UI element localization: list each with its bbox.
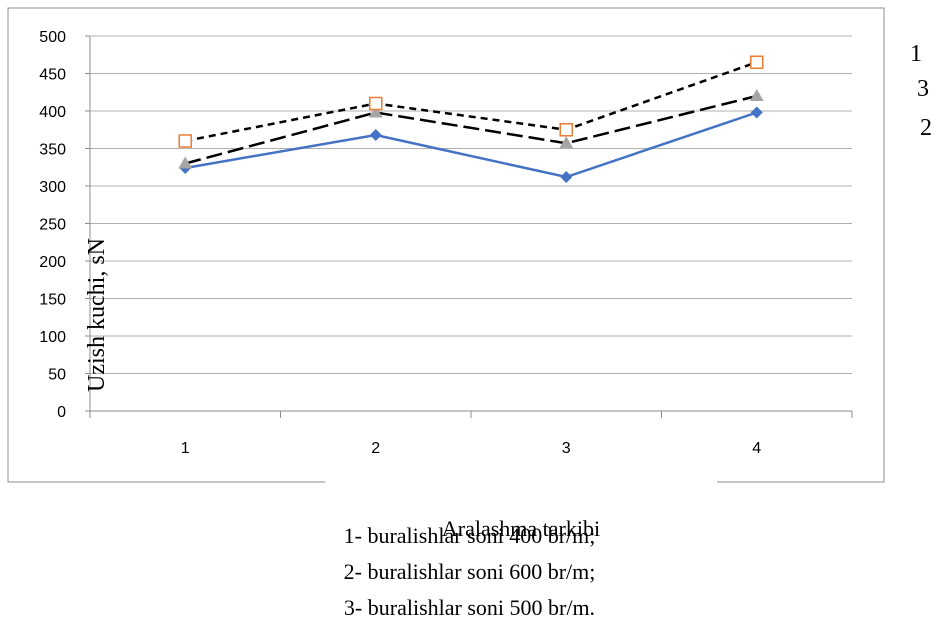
y-tick-label: 50 [48, 367, 66, 384]
series-point-2 [750, 106, 763, 119]
note-line: 3- buralishlar soni 500 br/m. [343, 595, 596, 620]
series-point-1 [559, 123, 573, 137]
series-point-1 [750, 55, 764, 69]
x-tick-label: 3 [562, 440, 571, 457]
series-line-1 [185, 61, 758, 143]
series-line-2 [185, 111, 758, 179]
series-point-3 [178, 156, 193, 169]
y-tick-label: 0 [57, 404, 66, 421]
series-line-3 [184, 94, 758, 165]
legend-entry: 2 [920, 115, 932, 141]
x-axis-label-box [325, 470, 717, 540]
legend-entry: 3 [917, 76, 929, 102]
y-tick-label: 200 [39, 254, 66, 271]
note-line: 1- buralishlar soni 400 br/m; [343, 523, 596, 548]
series-point-2 [560, 171, 573, 183]
y-tick-label: 500 [39, 29, 66, 46]
x-tick-label: 2 [371, 440, 380, 457]
y-tick-label: 400 [39, 104, 66, 121]
y-tick-label: 350 [39, 142, 66, 159]
legend: 1 3 2 [910, 41, 932, 141]
y-tick-label: 100 [39, 329, 66, 346]
y-tick-labels: 0 50 100 150 200 250 300 350 400 450 500 [39, 29, 66, 421]
chart-frame [7, 7, 885, 483]
gridlines [90, 35, 852, 374]
x-tick-label: 1 [181, 440, 190, 457]
series-point-2 [369, 129, 382, 141]
x-tick-label: 4 [752, 440, 761, 457]
notes: 1- buralishlar soni 400 br/m; 2- buralis… [0, 518, 939, 626]
y-tick-label: 300 [39, 179, 66, 196]
series-point-1 [178, 134, 192, 148]
legend-entry: 1 [910, 41, 922, 67]
x-axis-label: Aralashma tarkibi [442, 516, 600, 541]
series-lines [178, 55, 764, 183]
series-point-3 [749, 89, 764, 101]
series-point-3 [368, 105, 383, 118]
y-tick-label: 450 [39, 67, 66, 84]
note-line: 2- buralishlar soni 600 br/m; [343, 559, 596, 584]
y-tick-label: 150 [39, 292, 66, 309]
y-axis-label: Uzish kuchi, sN [84, 238, 110, 392]
series-point-1 [369, 96, 383, 111]
y-tick-label: 250 [39, 217, 66, 234]
axes [85, 35, 853, 418]
series-point-3 [559, 136, 574, 149]
x-tick-labels: 1 2 3 4 [181, 440, 762, 457]
